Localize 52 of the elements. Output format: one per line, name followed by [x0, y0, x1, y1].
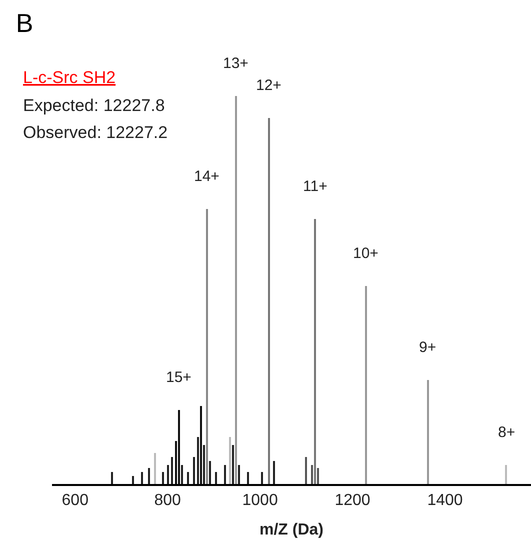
annotation: 8+ [498, 424, 516, 441]
bar [224, 465, 226, 484]
x-tick-label: 1000 [242, 492, 278, 510]
x-tick-label: 800 [154, 492, 182, 510]
bar [235, 96, 237, 484]
bar [203, 445, 205, 484]
annotation: 13+ [223, 55, 249, 72]
bar [193, 457, 195, 484]
bar [167, 465, 169, 484]
annotation: 11+ [303, 178, 328, 195]
bar [268, 118, 270, 484]
bar [200, 406, 202, 484]
annotation: Observed: 12227.2 [23, 123, 168, 142]
annotation: 10+ [353, 245, 379, 262]
bar [261, 472, 263, 484]
bar [505, 465, 507, 484]
bar [181, 465, 183, 484]
bar [305, 457, 307, 484]
bar [215, 472, 217, 484]
x-axis-title: m/Z (Da) [260, 521, 324, 538]
x-tick-label: 600 [62, 492, 89, 510]
bar [317, 468, 319, 484]
bar [148, 468, 150, 484]
bar [311, 465, 313, 484]
chart-title: B [16, 8, 34, 38]
bar [187, 472, 189, 484]
bar [232, 445, 234, 484]
bar [178, 410, 180, 484]
bar [206, 209, 208, 484]
bar [365, 286, 367, 484]
bar [171, 457, 173, 484]
bar [111, 472, 113, 484]
bar [141, 472, 143, 484]
bar [132, 476, 134, 484]
x-tick-label: 1400 [427, 492, 463, 510]
bar [209, 461, 211, 484]
bar [314, 219, 316, 484]
annotation: Expected: 12227.8 [23, 96, 165, 115]
annotation: 12+ [256, 77, 282, 94]
annotation: 15+ [166, 369, 192, 386]
text: L-c-Src SH2 [23, 68, 116, 87]
annotation: 9+ [419, 339, 436, 356]
x-tick-label: 1200 [334, 492, 370, 510]
annotation: 14+ [194, 168, 220, 185]
bar [162, 472, 164, 484]
bar [197, 437, 199, 484]
bar [427, 380, 429, 484]
bar [273, 461, 275, 484]
bar [154, 453, 156, 484]
bar [229, 437, 231, 484]
bar [238, 465, 240, 484]
bar [247, 472, 249, 484]
